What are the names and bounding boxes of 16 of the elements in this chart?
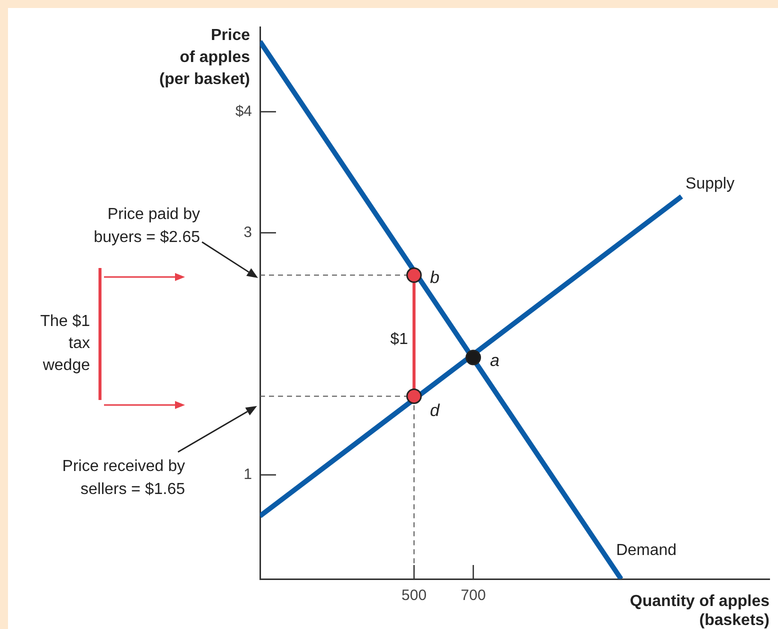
text: The $1 tax wedge bbox=[40, 313, 90, 374]
y-tick-label: $4 bbox=[235, 102, 252, 120]
annotation: $1 bbox=[390, 331, 408, 348]
y-tick-label: 1 bbox=[244, 466, 252, 484]
text: Price paid by buyers = $2.65 bbox=[94, 206, 200, 246]
annotation: b bbox=[430, 268, 440, 287]
x-axis-title: Quantity of apples (baskets) bbox=[630, 593, 770, 629]
series-label: Demand bbox=[616, 542, 677, 559]
text: Price received by sellers = $1.65 bbox=[62, 458, 186, 498]
annotation: a bbox=[490, 351, 500, 370]
x-tick-label: 700 bbox=[460, 587, 486, 604]
series-label: Supply bbox=[686, 175, 734, 192]
annotation: d bbox=[430, 401, 440, 420]
y-axis-title: Price of apples (per basket) bbox=[159, 27, 250, 88]
y-tick-label: 3 bbox=[244, 224, 252, 241]
x-tick-label: 500 bbox=[402, 587, 427, 604]
